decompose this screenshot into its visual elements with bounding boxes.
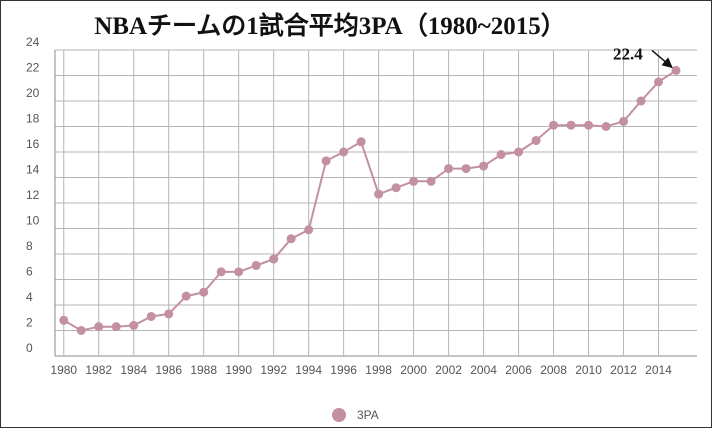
data-point	[636, 96, 646, 106]
data-point	[409, 176, 419, 186]
legend-marker	[332, 408, 346, 422]
x-tick-label: 1990	[225, 363, 252, 377]
legend: 3PA	[332, 408, 379, 422]
x-tick-label: 1988	[190, 363, 217, 377]
x-tick-label: 2010	[575, 363, 602, 377]
data-point	[251, 260, 261, 270]
x-tick-label: 1994	[295, 363, 322, 377]
y-tick-label: 10	[26, 214, 40, 228]
y-tick-label: 12	[26, 188, 40, 202]
data-point	[286, 234, 296, 244]
y-tick-label: 16	[26, 137, 40, 151]
y-tick-label: 8	[26, 239, 33, 253]
x-tick-label: 1998	[365, 363, 392, 377]
data-point	[531, 136, 541, 146]
data-point	[59, 315, 69, 325]
data-point	[304, 225, 314, 235]
annotation-label: 22.4	[613, 44, 643, 63]
data-point	[234, 267, 244, 277]
x-tick-label: 1992	[260, 363, 287, 377]
annotation: 22.4	[613, 44, 673, 69]
data-point	[654, 77, 664, 87]
x-tick-label: 2014	[645, 363, 672, 377]
x-tick-label: 1996	[330, 363, 357, 377]
data-point	[426, 176, 436, 186]
y-tick-label: 4	[26, 290, 33, 304]
data-point	[269, 254, 279, 264]
x-tick-label: 2012	[610, 363, 637, 377]
grid	[54, 49, 697, 357]
data-point	[164, 309, 174, 319]
data-point	[479, 161, 489, 171]
data-point	[601, 122, 611, 131]
x-tick-label: 1980	[50, 363, 77, 377]
data-point	[76, 326, 86, 335]
y-tick-label: 6	[26, 265, 33, 279]
data-point	[671, 65, 681, 75]
y-tick-label: 0	[26, 341, 33, 355]
y-tick-label: 24	[26, 35, 40, 49]
data-point	[339, 147, 349, 157]
data-point	[566, 120, 576, 130]
data-point	[444, 164, 454, 174]
data-point	[584, 120, 594, 130]
x-tick-label: 1986	[155, 363, 182, 377]
data-point	[94, 322, 104, 332]
x-tick-label: 2008	[540, 363, 567, 377]
x-tick-label: 2004	[470, 363, 497, 377]
x-tick-label: 2002	[435, 363, 462, 377]
y-tick-label: 22	[26, 61, 40, 75]
data-point	[549, 120, 559, 130]
y-tick-label: 2	[26, 316, 33, 330]
data-point	[111, 322, 121, 332]
chart-title: NBAチームの1試合平均3PA（1980~2015）	[94, 13, 566, 40]
data-point	[374, 189, 384, 199]
x-tick-label: 2000	[400, 363, 427, 377]
data-point	[356, 137, 366, 147]
data-point	[199, 287, 209, 297]
data-point	[129, 320, 139, 330]
data-point	[181, 291, 191, 301]
x-axis-ticks: 1980 1982 1984 1986 1988 1990 1992 1994 1996 1998…	[50, 363, 672, 377]
y-tick-label: 20	[26, 86, 40, 100]
data-point	[216, 267, 226, 277]
data-point	[496, 150, 506, 160]
legend-label: 3PA	[357, 408, 379, 422]
x-tick-label: 1982	[85, 363, 112, 377]
x-tick-label: 1984	[120, 363, 147, 377]
series-3pa	[59, 65, 681, 335]
y-tick-label: 18	[26, 112, 40, 126]
data-point	[514, 147, 524, 157]
series-line	[63, 69, 677, 332]
annotation-arrow	[651, 49, 673, 69]
x-tick-label: 2006	[505, 363, 532, 377]
data-point	[619, 116, 629, 126]
data-point	[146, 311, 156, 321]
data-point	[321, 156, 331, 166]
y-tick-label: 14	[26, 163, 40, 177]
data-point	[461, 164, 471, 174]
data-point	[391, 183, 401, 193]
